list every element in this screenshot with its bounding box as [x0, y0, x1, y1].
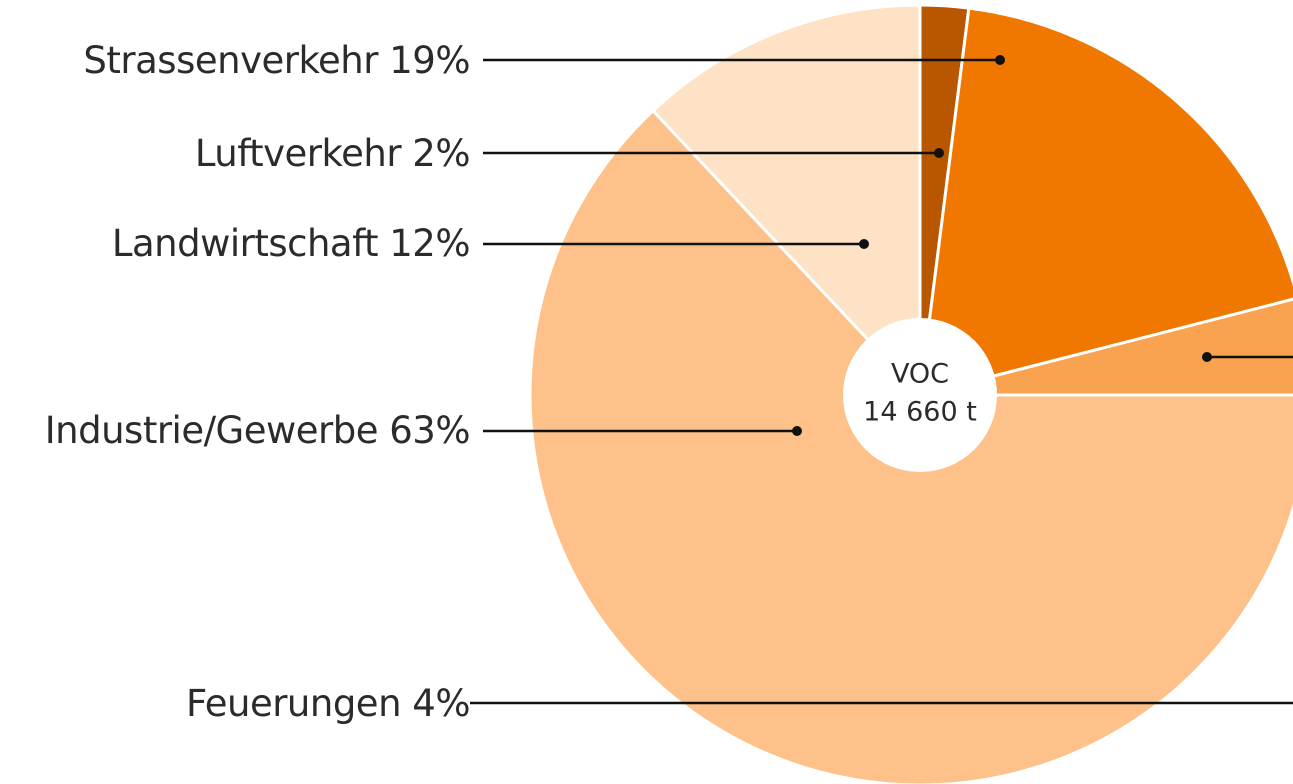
leader-dot	[792, 426, 802, 436]
center-hole	[843, 318, 997, 472]
slice-label-value: 4%	[412, 682, 470, 725]
slice-label-name: Luftverkehr	[195, 132, 402, 175]
pie-slice	[918, 6, 1293, 398]
leader-dot	[1202, 352, 1212, 362]
leader-dot	[859, 239, 869, 249]
pie-slice	[650, 3, 922, 399]
slice-label-value: 2%	[412, 132, 470, 175]
slice-label: Strassenverkehr 19%	[83, 39, 470, 82]
slice-label: Landwirtschaft 12%	[112, 222, 470, 265]
center-value: 14 660 t	[863, 397, 977, 428]
slice-label: Industrie/Gewerbe 63%	[45, 409, 470, 452]
slice-label-name: Strassenverkehr	[83, 39, 379, 82]
slice-label-value: 63%	[389, 409, 470, 452]
slice-label-name: Industrie/Gewerbe	[45, 409, 378, 452]
slice-label-name: Landwirtschaft	[112, 222, 378, 265]
slice-label: Luftverkehr 2%	[195, 132, 470, 175]
center-title: VOC	[891, 359, 949, 390]
slice-label-value: 12%	[389, 222, 470, 265]
slice-label-value: 19%	[389, 39, 470, 82]
slice-label-name: Feuerungen	[186, 682, 401, 725]
leader-dot	[934, 148, 944, 158]
slice-label: Feuerungen 4%	[186, 682, 470, 725]
pie-slice	[919, 297, 1293, 397]
leader-dot	[995, 55, 1005, 65]
